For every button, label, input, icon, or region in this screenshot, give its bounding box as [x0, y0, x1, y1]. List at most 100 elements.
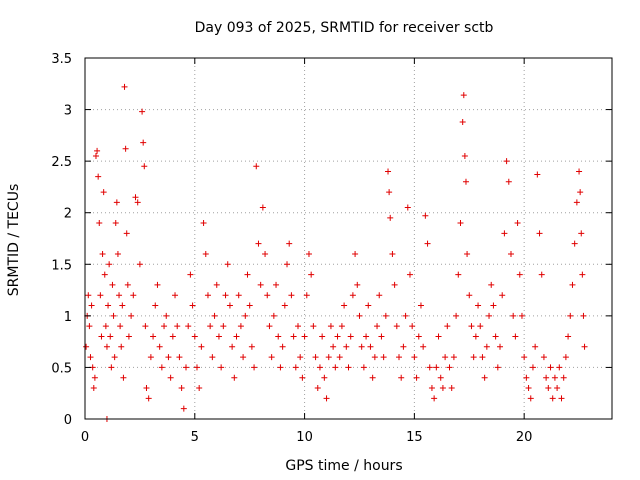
data-point	[488, 281, 495, 288]
data-point	[163, 312, 170, 319]
data-point	[461, 152, 468, 159]
data-point	[497, 343, 504, 350]
data-point	[251, 364, 258, 371]
data-point	[128, 312, 135, 319]
data-point	[310, 323, 317, 330]
data-point	[169, 333, 176, 340]
data-point	[389, 250, 396, 257]
data-point	[97, 292, 104, 299]
data-point	[158, 364, 165, 371]
data-point	[534, 171, 541, 178]
y-tick-label: 1.5	[51, 258, 72, 273]
data-point	[253, 163, 260, 170]
data-point	[277, 364, 284, 371]
data-point	[551, 374, 558, 381]
data-point	[521, 354, 528, 361]
data-point	[198, 343, 205, 350]
data-point	[209, 354, 216, 361]
data-point	[314, 385, 321, 392]
data-point	[279, 343, 286, 350]
data-point	[86, 323, 93, 330]
data-point	[136, 261, 143, 268]
data-point	[347, 333, 354, 340]
data-point	[448, 385, 455, 392]
data-point	[523, 374, 530, 381]
data-point	[490, 302, 497, 309]
data-point	[185, 323, 192, 330]
data-point	[312, 354, 319, 361]
data-point	[415, 333, 422, 340]
data-point	[95, 173, 102, 180]
data-point	[338, 323, 345, 330]
data-point	[196, 385, 203, 392]
data-point	[202, 250, 209, 257]
data-point	[433, 364, 440, 371]
plot-frame	[84, 57, 613, 420]
data-point	[343, 343, 350, 350]
data-point	[352, 250, 359, 257]
data-point	[468, 323, 475, 330]
data-point	[96, 220, 103, 227]
data-point	[273, 281, 280, 288]
data-point	[142, 323, 149, 330]
data-point	[426, 364, 433, 371]
data-point	[327, 323, 334, 330]
data-point	[382, 312, 389, 319]
data-point	[229, 343, 236, 350]
data-point	[393, 323, 400, 330]
data-point	[376, 292, 383, 299]
data-point	[262, 250, 269, 257]
data-point	[387, 214, 394, 221]
data-point	[336, 354, 343, 361]
data-point	[90, 385, 97, 392]
data-point	[477, 323, 484, 330]
data-point	[111, 354, 118, 361]
data-point	[330, 343, 337, 350]
data-point	[428, 385, 435, 392]
data-point	[174, 323, 181, 330]
data-point	[114, 250, 121, 257]
data-point	[105, 302, 112, 309]
data-point	[579, 271, 586, 278]
data-point	[122, 145, 129, 152]
data-point	[125, 333, 132, 340]
data-point	[332, 364, 339, 371]
data-point	[404, 204, 411, 211]
data-point	[226, 302, 233, 309]
data-point	[444, 323, 451, 330]
chart-title: Day 093 of 2025, SRMTID for receiver sct…	[195, 20, 494, 36]
data-point	[286, 240, 293, 247]
data-point	[385, 168, 392, 175]
data-point	[218, 364, 225, 371]
data-point	[207, 323, 214, 330]
data-point	[113, 199, 120, 206]
data-point	[406, 271, 413, 278]
data-point	[580, 312, 587, 319]
data-point	[85, 292, 92, 299]
data-point	[248, 343, 255, 350]
data-point	[450, 354, 457, 361]
data-point	[109, 281, 116, 288]
data-point	[172, 292, 179, 299]
x-tick-label: 5	[191, 430, 199, 445]
data-point	[215, 333, 222, 340]
data-point	[442, 354, 449, 361]
data-point	[492, 333, 499, 340]
data-point	[268, 354, 275, 361]
data-point	[512, 333, 519, 340]
data-point	[562, 354, 569, 361]
data-point	[391, 281, 398, 288]
data-point	[308, 271, 315, 278]
data-point	[123, 230, 130, 237]
data-point	[147, 354, 154, 361]
data-point	[141, 163, 148, 170]
data-point	[316, 364, 323, 371]
data-point	[107, 333, 114, 340]
data-point	[124, 281, 131, 288]
data-point	[323, 395, 330, 402]
data-point	[536, 230, 543, 237]
data-point	[264, 292, 271, 299]
data-point	[409, 323, 416, 330]
data-point	[88, 302, 95, 309]
